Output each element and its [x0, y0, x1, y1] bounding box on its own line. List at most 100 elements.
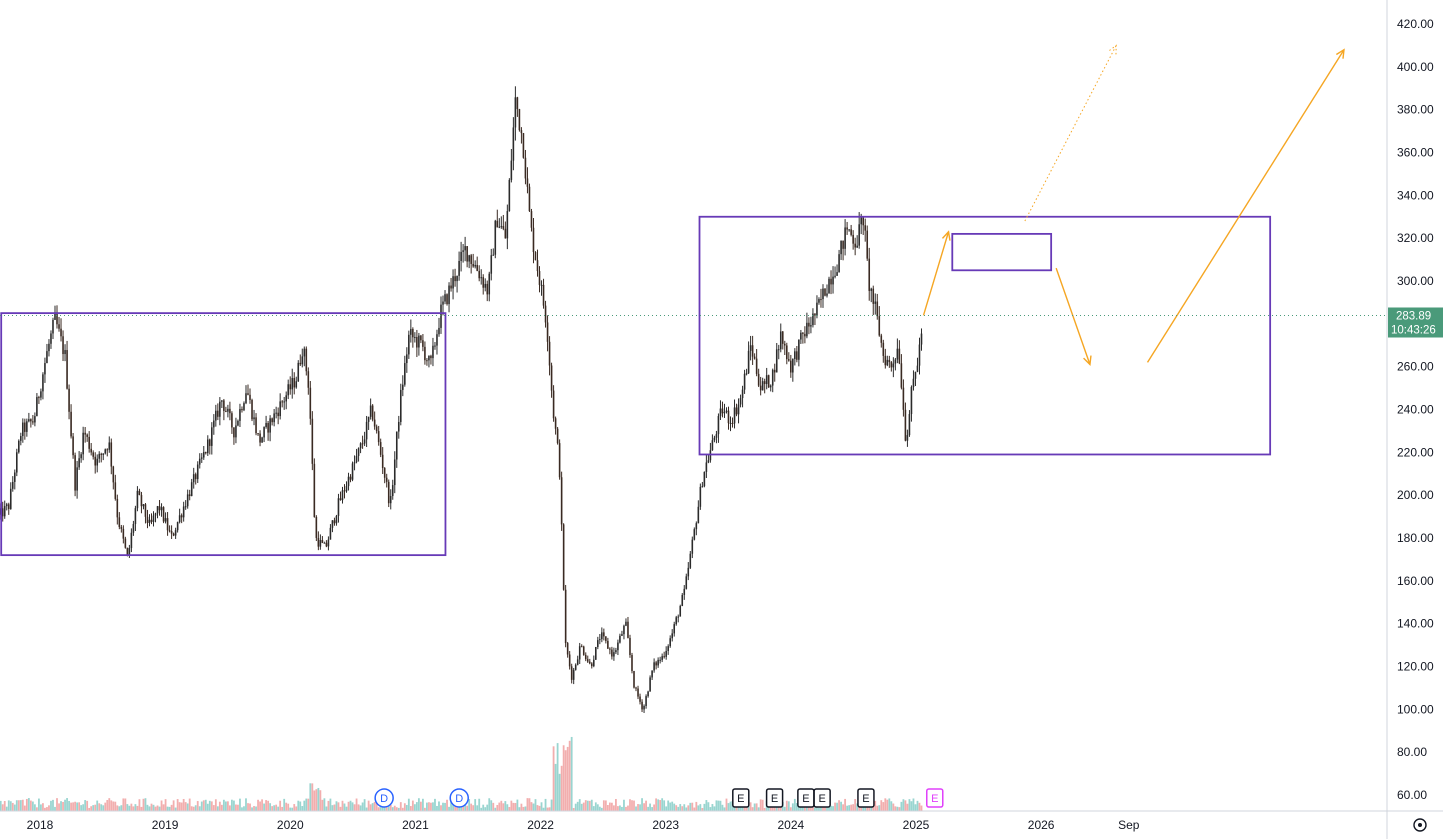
- rectangle-drawing[interactable]: [698, 215, 1272, 456]
- volume-bar: [504, 801, 507, 811]
- candle-body: [697, 506, 700, 524]
- price-axis[interactable]: 60.00 80.00 100.00 120.00 140.00 160.00 180.00…: [1397, 17, 1434, 802]
- volume-bar: [856, 803, 859, 811]
- candle-body: [251, 399, 253, 420]
- candle-body: [307, 371, 310, 388]
- volume-bar: [126, 804, 129, 811]
- volume-bar: [325, 806, 328, 811]
- volume-bar: [216, 806, 219, 811]
- volume-bar: [472, 805, 475, 811]
- rectangle-drawing[interactable]: [0, 312, 447, 557]
- candle-body: [486, 283, 489, 295]
- volume-bar: [212, 805, 215, 811]
- volume-bar: [365, 807, 368, 811]
- candle-body: [556, 428, 559, 444]
- earnings-marker-badge[interactable]: [813, 788, 831, 808]
- volume-bar: [908, 799, 911, 811]
- dividend-marker[interactable]: D: [374, 788, 394, 808]
- volume-bar: [152, 804, 155, 811]
- candle-body: [3, 506, 6, 517]
- drawings-layer[interactable]: [0, 44, 1345, 557]
- earnings-marker-badge[interactable]: [857, 788, 875, 808]
- candle-body: [239, 409, 241, 421]
- candle-body: [860, 217, 862, 225]
- rectangle-drawing[interactable]: [951, 232, 1053, 272]
- dividend-marker-badge[interactable]: [449, 788, 469, 808]
- candle-body: [146, 516, 149, 523]
- volume-bar: [502, 803, 505, 811]
- candle-body: [90, 448, 92, 453]
- candle-body: [160, 507, 163, 511]
- arrow-drawing[interactable]: [1055, 267, 1092, 367]
- arrow-drawing[interactable]: [1146, 48, 1345, 363]
- candle-body: [566, 643, 569, 655]
- volume-bar: [407, 798, 410, 811]
- candle-body: [255, 417, 257, 434]
- earnings-marker[interactable]: E: [926, 788, 944, 808]
- earnings-marker-badge[interactable]: [926, 788, 944, 808]
- volume-bar: [621, 806, 623, 811]
- candle-body: [371, 405, 374, 420]
- candle-body: [406, 354, 408, 364]
- earnings-marker[interactable]: E: [813, 788, 831, 808]
- candle-body: [906, 435, 909, 441]
- dividend-marker[interactable]: D: [449, 788, 469, 808]
- earnings-marker[interactable]: E: [765, 788, 784, 808]
- volume-bar: [876, 805, 879, 811]
- candle-body: [108, 442, 111, 450]
- volume-bar: [705, 800, 708, 811]
- candle-body: [888, 359, 891, 363]
- volume-bar: [524, 806, 527, 811]
- volume-bar: [417, 798, 420, 811]
- volume-bar: [526, 798, 529, 811]
- volume-bar: [124, 798, 127, 811]
- arrow-drawing[interactable]: [1024, 44, 1117, 222]
- volume-bar: [118, 806, 121, 811]
- gear-icon[interactable]: [1413, 818, 1427, 832]
- candle-body: [217, 410, 219, 417]
- candle-body: [550, 365, 553, 391]
- volume-bar: [480, 807, 483, 811]
- candle-body: [902, 387, 905, 410]
- candle-body: [838, 254, 840, 273]
- earnings-marker-badge[interactable]: [732, 788, 750, 808]
- chart-settings-button[interactable]: [1413, 818, 1427, 832]
- dividend-marker-badge[interactable]: [374, 788, 394, 808]
- volume-bar: [468, 798, 471, 811]
- volume-bar: [631, 800, 633, 811]
- earnings-marker-badge[interactable]: [765, 788, 784, 808]
- volume-bar: [442, 802, 444, 811]
- volume-bar: [66, 798, 68, 811]
- candle-body: [856, 245, 858, 248]
- volume-bar: [619, 805, 621, 811]
- candle-body: [759, 385, 762, 391]
- earnings-marker[interactable]: E: [857, 788, 875, 808]
- earnings-marker[interactable]: E: [797, 788, 815, 808]
- y-tick-label: 160.00: [1397, 574, 1434, 588]
- candle-body: [140, 494, 143, 507]
- candle-body: [783, 343, 786, 346]
- earnings-marker[interactable]: E: [732, 788, 750, 808]
- volume-bar: [635, 806, 637, 811]
- candle-body: [436, 334, 438, 346]
- candle-body: [858, 224, 860, 246]
- volume-bar: [900, 801, 903, 811]
- volume-bar: [478, 798, 481, 811]
- volume-bar: [771, 804, 774, 811]
- arrow-shaft: [922, 231, 950, 316]
- volume-bar: [174, 807, 177, 811]
- volume-bar: [665, 806, 668, 811]
- candle-body: [765, 375, 768, 385]
- arrow-drawing[interactable]: [922, 230, 951, 316]
- time-axis[interactable]: 2018 2019 2020 2021 2022 2023 2024 2025 2026 Sep: [27, 818, 1140, 832]
- volume-bar: [751, 807, 754, 811]
- candle-body: [379, 442, 382, 455]
- candle-body: [202, 452, 205, 458]
- candle-body: [866, 230, 869, 259]
- candle-body: [331, 520, 334, 528]
- volume-bar: [29, 800, 32, 811]
- candle-body: [597, 640, 599, 648]
